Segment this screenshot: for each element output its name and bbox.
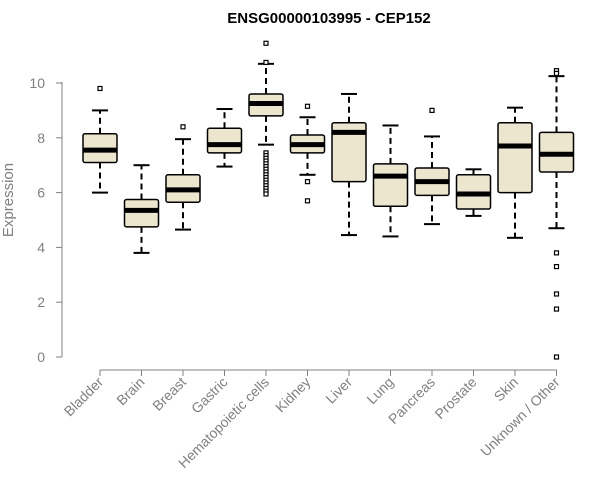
- outlier-point: [263, 191, 269, 197]
- box-gastric: [206, 108, 243, 168]
- x-tick-label: Kidney: [272, 374, 314, 416]
- y-tick-label: 6: [37, 185, 45, 201]
- outlier-point: [304, 103, 311, 109]
- box-pancreas: [414, 107, 450, 226]
- y-ticks: 0 2 4 6 8 10: [29, 75, 62, 365]
- box-unknown-other: [538, 68, 575, 360]
- iqr-box: [123, 198, 160, 228]
- outlier-point: [304, 179, 311, 185]
- iqr-box: [331, 121, 367, 183]
- box-bladder: [82, 85, 118, 194]
- iqr-box: [372, 163, 409, 208]
- outlier-point: [553, 250, 560, 256]
- box-brain: [123, 164, 160, 254]
- x-tick-label: Lung: [363, 374, 396, 407]
- x-tick-label: Prostate: [431, 374, 479, 422]
- x-tick-label: Unknown / Other: [477, 374, 563, 460]
- box-breast: [165, 124, 201, 231]
- chart-title: ENSG00000103995 - CEP152: [227, 10, 430, 27]
- y-axis-label: Expression: [0, 163, 17, 237]
- outlier-point: [304, 198, 311, 204]
- iqr-box: [497, 121, 533, 194]
- box-liver: [331, 92, 367, 237]
- outlier-point: [180, 124, 186, 130]
- x-tick-label: Skin: [491, 374, 522, 405]
- outlier-point: [429, 107, 435, 114]
- outlier-point: [553, 70, 560, 77]
- iqr-box: [206, 127, 243, 154]
- outlier-point: [263, 59, 269, 66]
- outlier-point: [553, 306, 560, 312]
- boxes: [82, 40, 575, 360]
- box-hematopoietic-cells: [248, 40, 284, 197]
- y-tick-label: 2: [37, 294, 45, 310]
- x-tick-label: Liver: [322, 374, 355, 407]
- box-skin: [497, 106, 533, 239]
- x-tick-label: Breast: [149, 374, 189, 414]
- x-tick-label: Brain: [113, 374, 147, 408]
- outlier-point: [553, 263, 560, 270]
- box-lung: [372, 124, 409, 238]
- outlier-point: [263, 40, 269, 46]
- outlier-point: [553, 291, 560, 297]
- y-tick-label: 8: [37, 130, 45, 146]
- box-kidney: [289, 103, 326, 204]
- outlier-point: [553, 354, 560, 360]
- y-tick-label: 4: [37, 239, 45, 255]
- y-tick-label: 0: [37, 349, 45, 365]
- box-prostate: [455, 168, 492, 217]
- x-tick-label: Bladder: [61, 374, 107, 420]
- y-tick-label: 10: [29, 75, 45, 91]
- outlier-point: [97, 85, 103, 92]
